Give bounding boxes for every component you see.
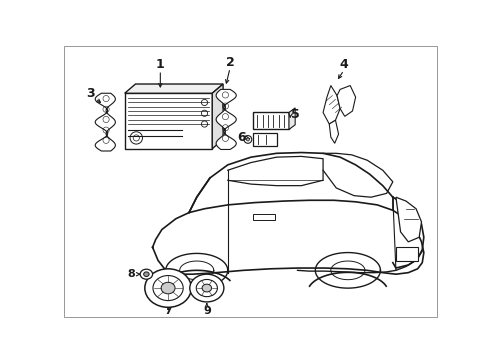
Ellipse shape bbox=[189, 274, 224, 302]
Bar bbox=[395, 247, 417, 261]
Polygon shape bbox=[328, 120, 338, 143]
Ellipse shape bbox=[140, 269, 152, 279]
Polygon shape bbox=[216, 89, 236, 149]
Ellipse shape bbox=[196, 279, 217, 297]
Text: 2: 2 bbox=[225, 56, 234, 69]
Ellipse shape bbox=[153, 275, 183, 301]
Bar bbox=[253, 112, 288, 130]
Text: 9: 9 bbox=[203, 306, 210, 316]
Ellipse shape bbox=[144, 269, 191, 307]
Polygon shape bbox=[212, 84, 223, 149]
Text: 3: 3 bbox=[86, 87, 95, 100]
Polygon shape bbox=[288, 108, 295, 130]
Polygon shape bbox=[95, 93, 115, 151]
Text: 7: 7 bbox=[164, 306, 172, 316]
Bar bbox=[253, 214, 274, 220]
Ellipse shape bbox=[161, 282, 175, 294]
Text: 4: 4 bbox=[339, 58, 347, 71]
Text: 5: 5 bbox=[290, 108, 299, 121]
Polygon shape bbox=[395, 197, 421, 242]
Text: 6: 6 bbox=[237, 131, 245, 144]
Text: 1: 1 bbox=[156, 58, 164, 71]
Circle shape bbox=[246, 138, 249, 141]
Ellipse shape bbox=[143, 272, 149, 276]
Text: 8: 8 bbox=[127, 269, 135, 279]
Polygon shape bbox=[336, 86, 355, 116]
Polygon shape bbox=[124, 84, 223, 93]
Bar bbox=[124, 93, 212, 149]
Ellipse shape bbox=[202, 284, 211, 292]
Polygon shape bbox=[323, 86, 340, 124]
Bar bbox=[253, 132, 276, 147]
